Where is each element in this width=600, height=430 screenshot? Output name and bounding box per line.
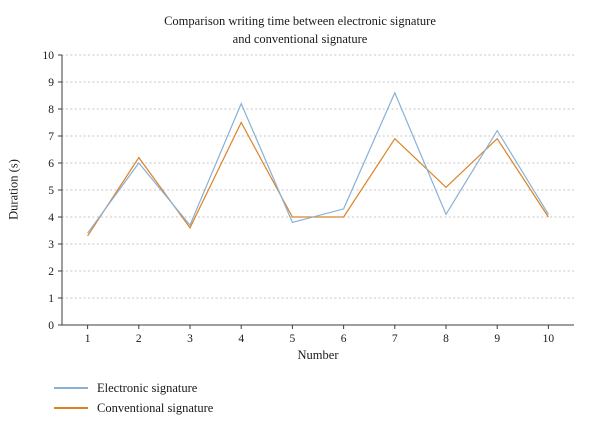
svg-text:10: 10 — [43, 50, 55, 62]
legend-item-electronic: Electronic signature — [54, 378, 213, 398]
svg-text:3: 3 — [187, 333, 193, 345]
y-axis-label: Duration (s) — [6, 159, 21, 220]
svg-text:1: 1 — [85, 333, 91, 345]
svg-text:8: 8 — [443, 333, 449, 345]
x-ticks: 1 2 3 4 5 6 7 8 9 10 — [85, 325, 555, 345]
chart-title-text: Comparison writing time between electron… — [164, 14, 436, 46]
svg-text:5: 5 — [48, 185, 54, 197]
svg-text:10: 10 — [543, 333, 555, 345]
svg-text:2: 2 — [48, 266, 54, 278]
svg-text:7: 7 — [48, 131, 54, 143]
svg-text:0: 0 — [48, 320, 54, 332]
svg-text:8: 8 — [48, 104, 54, 116]
svg-text:1: 1 — [48, 293, 54, 305]
legend-swatch-electronic — [54, 387, 88, 389]
legend-label-electronic: Electronic signature — [97, 380, 198, 395]
svg-text:4: 4 — [238, 333, 244, 345]
y-ticks: 0 1 2 3 4 5 6 7 8 9 10 — [43, 50, 62, 332]
svg-text:6: 6 — [48, 158, 54, 170]
series-line-electronic-signature — [87, 91, 549, 234]
y-gridlines — [61, 54, 575, 299]
legend-swatch-conventional — [54, 407, 88, 409]
svg-text:3: 3 — [48, 239, 54, 251]
series-line-conventional-signature — [87, 121, 549, 237]
x-axis-label: Number — [297, 348, 339, 362]
svg-text:7: 7 — [392, 333, 398, 345]
svg-text:9: 9 — [48, 77, 54, 89]
svg-text:6: 6 — [341, 333, 347, 345]
svg-text:4: 4 — [48, 212, 54, 224]
svg-text:2: 2 — [136, 333, 142, 345]
legend: Electronic signature Conventional signat… — [54, 378, 213, 418]
svg-text:9: 9 — [494, 333, 500, 345]
legend-item-conventional: Conventional signature — [54, 398, 213, 418]
chart-title: Comparison writing time between electron… — [0, 13, 600, 48]
svg-text:5: 5 — [290, 333, 296, 345]
legend-label-conventional: Conventional signature — [97, 400, 214, 415]
